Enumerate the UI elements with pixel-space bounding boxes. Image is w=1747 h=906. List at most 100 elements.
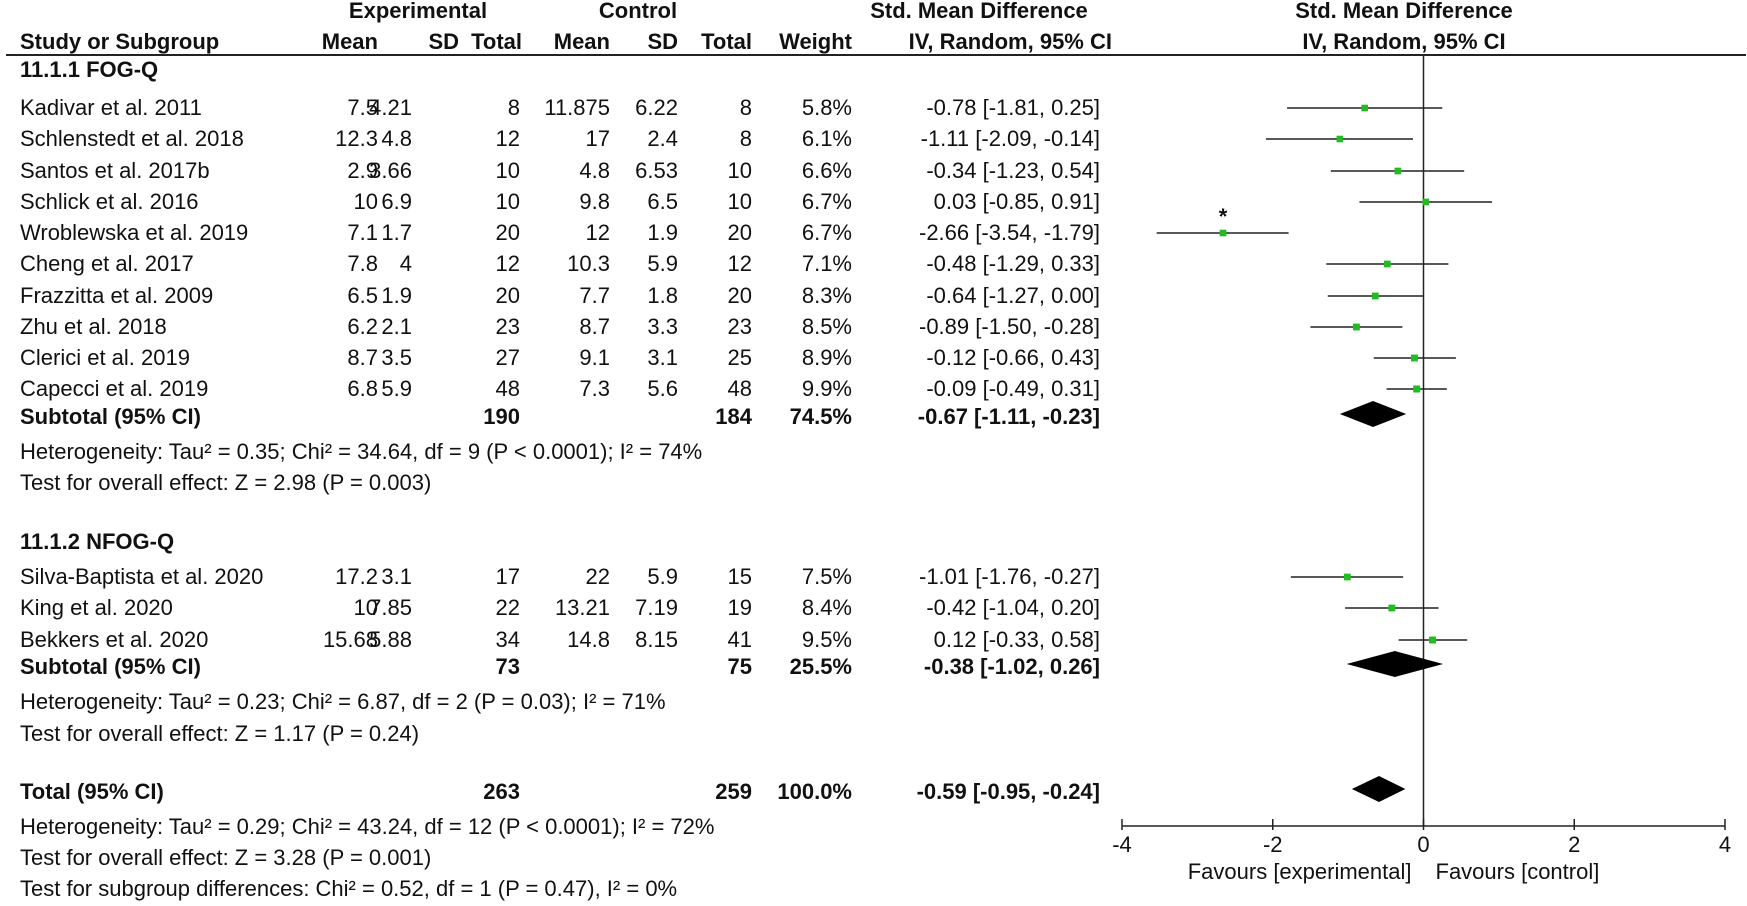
subtotal-total-e: 73 (495, 654, 520, 679)
effect-marker (1219, 229, 1227, 237)
effect-marker (1383, 260, 1391, 268)
study-sd-c: 6.22 (635, 95, 678, 120)
study-total-c: 12 (727, 251, 752, 276)
header-rule (6, 54, 1746, 56)
effect-marker (1361, 104, 1368, 112)
study-ci: -0.12 [-0.66, 0.43] (926, 345, 1100, 370)
heterogeneity-text: Heterogeneity: Tau² = 0.35; Chi² = 34.64… (20, 439, 703, 464)
study-total-e: 20 (495, 220, 520, 245)
control-header: Control (598, 0, 678, 23)
annotation-asterisk: * (1219, 204, 1228, 229)
subtotal-label: Subtotal (95% CI) (20, 404, 201, 429)
study-mean-e: 12.3 (335, 126, 378, 151)
total-total-c: 259 (715, 779, 752, 804)
study-sd-e: 4.8 (381, 126, 412, 151)
study-total-c: 20 (727, 220, 752, 245)
study-total-c: 15 (727, 564, 752, 589)
study-total-e: 12 (495, 251, 520, 276)
study-ci: -0.34 [-1.23, 0.54] (926, 158, 1100, 183)
study-name: Bekkers et al. 2020 (20, 627, 209, 652)
study-total-c: 20 (727, 283, 752, 308)
study-ci: 0.12 [-0.33, 0.58] (933, 627, 1100, 652)
study-total-e: 20 (495, 283, 520, 308)
study-name: Capecci et al. 2019 (20, 376, 209, 401)
study-mean-c: 22 (585, 564, 610, 589)
study-name: Schlenstedt et al. 2018 (20, 126, 244, 151)
subtotal-diamond (1346, 651, 1444, 677)
subtotal-weight: 74.5% (789, 404, 852, 429)
study-weight: 6.7% (801, 189, 852, 214)
x-tick-label: -4 (1112, 832, 1132, 857)
study-sd-e: 3.1 (381, 564, 412, 589)
study-ci: -0.78 [-1.81, 0.25] (926, 95, 1100, 120)
effect-marker (1371, 292, 1379, 300)
study-total-e: 23 (495, 314, 520, 339)
subtotal-total-e: 190 (483, 404, 520, 429)
total-label: Total (95% CI) (20, 779, 164, 804)
study-total-e: 8 (507, 95, 520, 120)
study-sd-e: 7.85 (369, 595, 412, 620)
study-weight: 6.7% (801, 220, 852, 245)
sd-e-header: SD (428, 29, 459, 54)
study-sd-c: 5.6 (647, 376, 678, 401)
study-sd-e: 1.7 (381, 220, 412, 245)
smd-header: Std. Mean Difference (870, 0, 1088, 23)
study-mean-c: 9.1 (579, 345, 610, 370)
total-total-e: 263 (483, 779, 520, 804)
study-mean-e: 17.2 (335, 564, 378, 589)
study-sd-e: 6.9 (381, 189, 412, 214)
study-ci: -0.09 [-0.49, 0.31] (926, 376, 1100, 401)
x-tick-label: 0 (1417, 832, 1429, 857)
total-weight: 100.0% (777, 779, 852, 804)
effect-marker (1352, 323, 1360, 331)
effect-marker (1388, 604, 1396, 612)
study-name: Kadivar et al. 2011 (20, 95, 202, 120)
study-sd-e: 4.21 (369, 95, 412, 120)
study-mean-c: 8.7 (579, 314, 610, 339)
study-sd-c: 6.53 (635, 158, 678, 183)
study-sd-e: 1.9 (381, 283, 412, 308)
sd-c-header: SD (647, 29, 678, 54)
study-mean-c: 12 (585, 220, 610, 245)
study-weight: 9.5% (801, 627, 852, 652)
study-total-e: 10 (495, 189, 520, 214)
study-mean-e: 2.9 (347, 158, 378, 183)
study-name: Schlick et al. 2016 (20, 189, 199, 214)
study-mean-c: 4.8 (579, 158, 610, 183)
study-mean-c: 17 (585, 126, 610, 151)
effect-marker (1411, 354, 1418, 362)
study-mean-e: 10 (353, 595, 378, 620)
study-ci: -0.89 [-1.50, -0.28] (919, 314, 1100, 339)
effect-marker (1429, 636, 1437, 644)
study-name: Silva-Baptista et al. 2020 (20, 564, 264, 589)
study-total-c: 41 (727, 627, 752, 652)
study-total-e: 48 (495, 376, 520, 401)
study-weight: 8.3% (801, 283, 852, 308)
study-total-c: 25 (727, 345, 752, 370)
study-sd-c: 1.8 (647, 283, 678, 308)
study-ci: 0.03 [-0.85, 0.91] (933, 189, 1100, 214)
study-mean-e: 6.8 (347, 376, 378, 401)
study-sd-e: 3.5 (381, 345, 412, 370)
study-mean-c: 14.8 (567, 627, 610, 652)
effect-marker (1343, 573, 1351, 581)
overall-effect-text: Test for overall effect: Z = 2.98 (P = 0… (20, 470, 432, 495)
mean-e-header: Mean (321, 29, 378, 54)
favours-experimental-label: Favours [experimental] (1188, 859, 1412, 884)
total-c-header: Total (701, 29, 752, 54)
study-weight: 9.9% (801, 376, 852, 401)
study-name: Clerici et al. 2019 (20, 345, 190, 370)
effect-marker (1413, 385, 1421, 393)
study-sd-e: 4 (399, 251, 412, 276)
subgroup-title: 11.1.2 NFOG-Q (20, 529, 175, 554)
study-sd-c: 1.9 (647, 220, 678, 245)
effect-marker (1336, 135, 1344, 143)
subtotal-total-c: 184 (715, 404, 752, 429)
total-e-header: Total (471, 29, 522, 54)
study-total-c: 48 (727, 376, 752, 401)
experimental-header: Experimental (348, 0, 488, 23)
study-mean-e: 15.68 (322, 627, 378, 652)
study-weight: 6.1% (801, 126, 852, 151)
subtotal-ci: -0.38 [-1.02, 0.26] (923, 654, 1100, 679)
study-sd-e: 2.1 (381, 314, 412, 339)
